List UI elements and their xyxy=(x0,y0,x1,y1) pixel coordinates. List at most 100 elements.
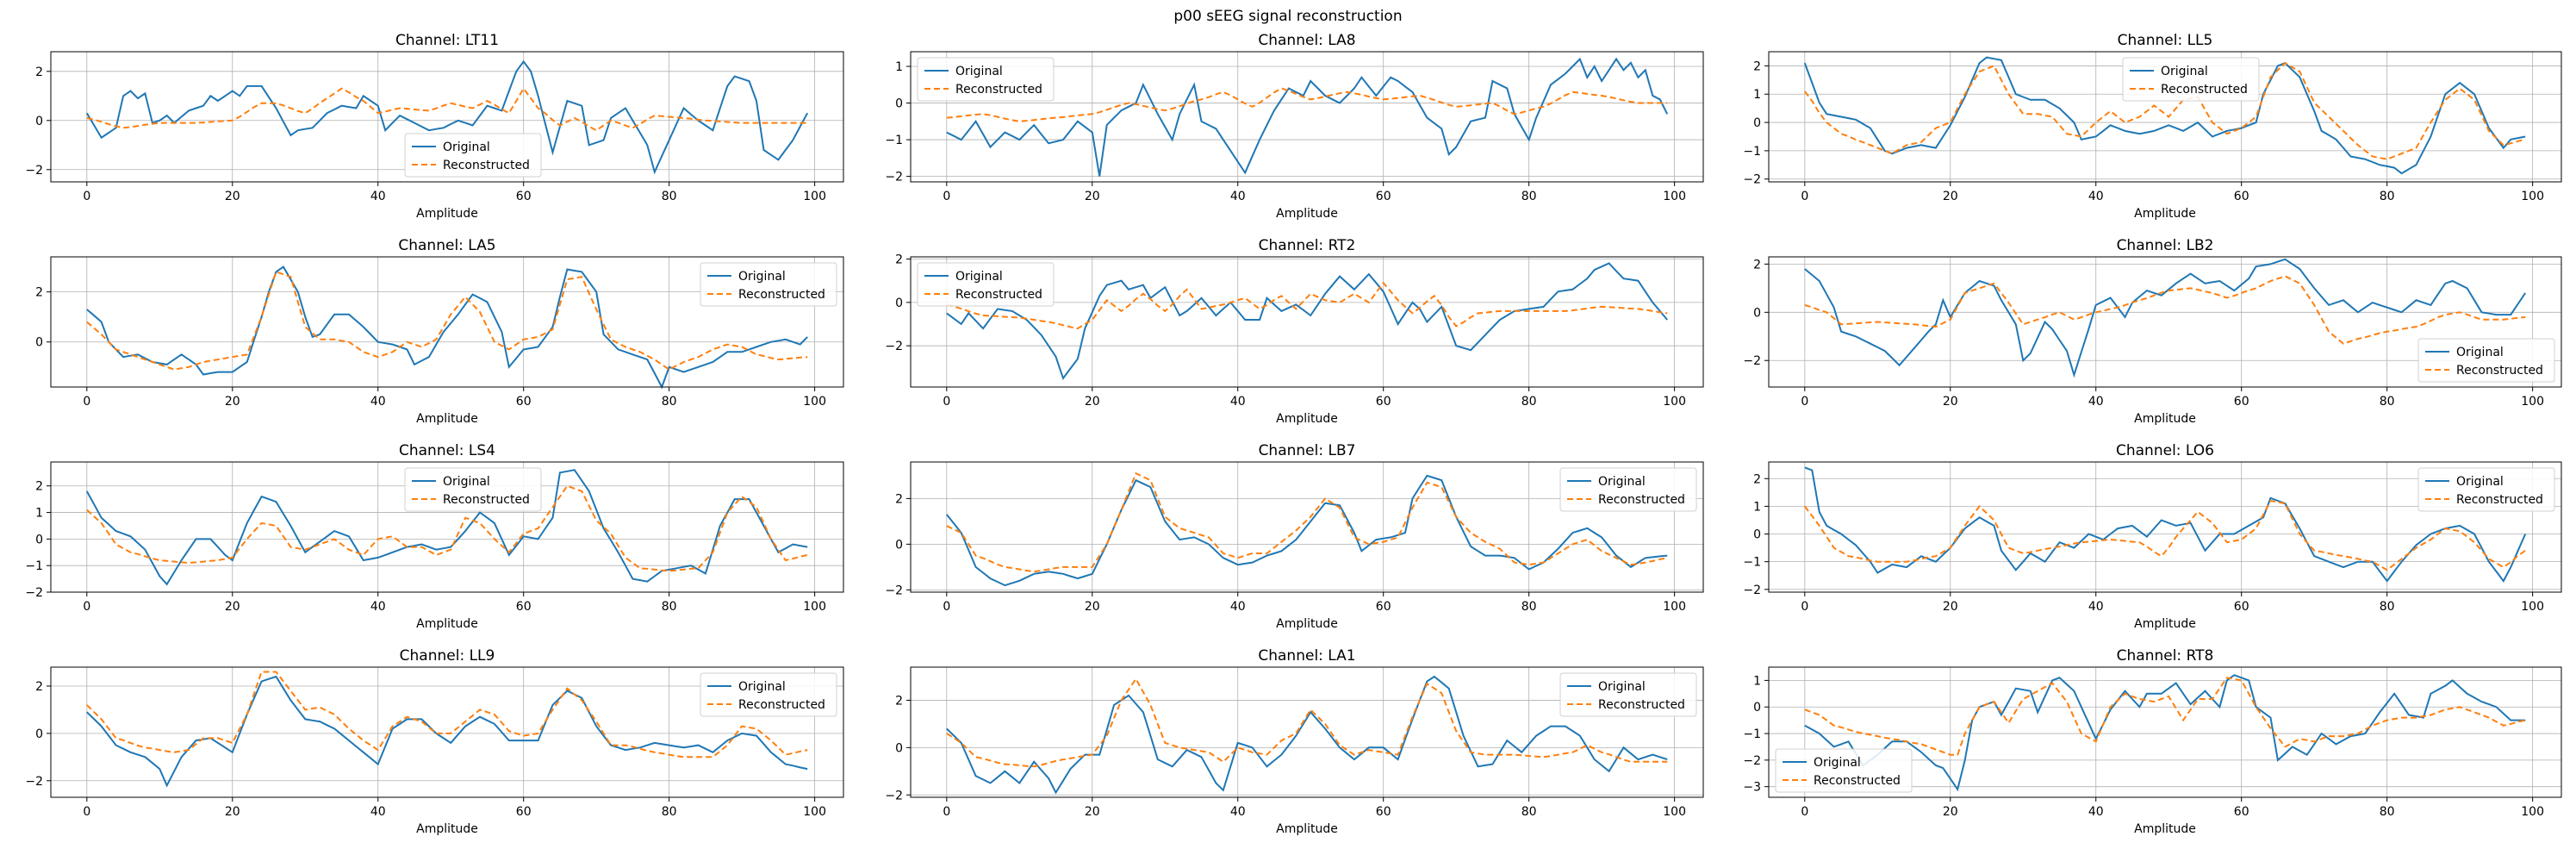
x-tick-label: 80 xyxy=(662,600,677,614)
legend-entry: Original xyxy=(2456,346,2504,359)
series-line-reconstructed xyxy=(946,677,1668,768)
x-tick-label: 100 xyxy=(1663,395,1686,409)
x-tick-label: 0 xyxy=(83,190,90,203)
y-tick-label: −2 xyxy=(885,171,903,184)
x-tick-label: 60 xyxy=(2234,805,2249,819)
axes-frame xyxy=(1768,51,2562,183)
subplot-title: Channel: LB7 xyxy=(1259,442,1356,459)
x-tick-label: 0 xyxy=(1801,805,1808,819)
subplot-title: Channel: LB2 xyxy=(2117,237,2214,254)
legend-entry: Original xyxy=(1598,475,1646,489)
x-tick-label: 80 xyxy=(2380,805,2395,819)
x-tick-label: 60 xyxy=(1376,190,1391,203)
series-line-original xyxy=(1804,674,2526,792)
x-tick-label: 0 xyxy=(1801,600,1808,614)
legend: Original Reconstructed xyxy=(2417,338,2555,383)
x-tick-label: 40 xyxy=(370,190,386,203)
axes-frame xyxy=(50,461,844,593)
y-tick-label: 0 xyxy=(895,297,903,310)
legend: Original Reconstructed xyxy=(1775,748,1913,793)
x-tick-label: 20 xyxy=(1085,395,1100,409)
series-line-original xyxy=(1804,466,2527,583)
x-tick-label: 80 xyxy=(2380,600,2395,614)
legend-entry: Original xyxy=(1598,680,1646,694)
x-tick-label: 0 xyxy=(943,600,950,614)
y-tick-label: 2 xyxy=(1753,258,1761,272)
legend-box xyxy=(2417,338,2555,383)
x-tick-label: 20 xyxy=(225,190,240,203)
legend-box xyxy=(917,57,1055,102)
legend-box xyxy=(1559,467,1697,512)
series-line-reconstructed xyxy=(946,87,1668,122)
x-tick-label: 40 xyxy=(1230,600,1246,614)
y-tick-label: 0 xyxy=(895,97,903,111)
x-axis-label: Amplitude xyxy=(1276,617,1338,631)
x-tick-label: 20 xyxy=(225,395,240,409)
legend-box xyxy=(700,262,837,307)
legend-box xyxy=(2417,467,2555,512)
subplot-la5: 0 20 40 60 80 100 0 2 Channel: LA5 Amplitude Origi… xyxy=(35,237,844,426)
subplot-lt11: 0 20 40 60 80 100 −2 0 2 Channel: LT11 Amplitude Or… xyxy=(25,32,844,221)
y-tick-label: 0 xyxy=(35,115,43,128)
x-axis-label: Amplitude xyxy=(2134,617,2196,631)
subplot-title: Channel: RT8 xyxy=(2117,647,2214,665)
series-line-original xyxy=(86,675,808,788)
y-tick-label: 1 xyxy=(1753,88,1761,102)
subplot-title: Channel: LS4 xyxy=(399,442,495,459)
y-tick-label: 2 xyxy=(1753,472,1761,486)
legend-entry: Original xyxy=(2456,475,2504,489)
x-tick-label: 60 xyxy=(2234,190,2249,203)
series-line-reconstructed xyxy=(86,671,808,758)
y-tick-label: 0 xyxy=(35,336,43,350)
axes-frame xyxy=(910,51,1704,183)
series-line-original xyxy=(946,675,1668,795)
legend-box xyxy=(404,467,542,512)
y-tick-label: 2 xyxy=(895,694,903,708)
legend-entry: Reconstructed xyxy=(2456,364,2543,378)
y-tick-label: 2 xyxy=(35,680,43,694)
axes-frame xyxy=(1768,666,2562,798)
y-tick-label: −2 xyxy=(1743,584,1761,597)
x-tick-label: 80 xyxy=(662,395,677,409)
y-tick-label: −2 xyxy=(25,586,43,600)
subplot-ll9: 0 20 40 60 80 100 −2 0 2 Channel: LL9 Amplitude Ori… xyxy=(25,647,844,836)
legend-box xyxy=(1559,672,1697,717)
series-line-original xyxy=(946,57,1669,177)
legend-entry: Reconstructed xyxy=(738,698,825,712)
axes-frame xyxy=(910,461,1704,593)
legend-entry: Original xyxy=(955,65,1003,78)
y-tick-label: −2 xyxy=(885,340,903,353)
legend: Original Reconstructed xyxy=(700,262,837,307)
x-tick-label: 40 xyxy=(1230,190,1246,203)
x-axis-label: Amplitude xyxy=(416,822,478,836)
x-tick-label: 80 xyxy=(1521,395,1537,409)
y-tick-label: 0 xyxy=(35,727,43,741)
x-axis-label: Amplitude xyxy=(2134,207,2196,221)
x-tick-label: 40 xyxy=(2088,190,2104,203)
axes-frame xyxy=(1768,461,2562,593)
axes-frame xyxy=(910,256,1704,388)
series-line-original xyxy=(1804,258,2527,378)
subplot-title: Channel: LT11 xyxy=(395,32,499,49)
x-tick-label: 40 xyxy=(370,805,386,819)
y-tick-label: 1 xyxy=(1753,674,1761,688)
subplot-ls4: 0 20 40 60 80 100 −2 −1 0 1 2 Channel: LS4 Amplitude… xyxy=(25,442,844,631)
y-tick-label: 2 xyxy=(1753,59,1761,73)
x-tick-label: 80 xyxy=(662,190,677,203)
y-tick-label: 0 xyxy=(895,538,903,552)
series-line-reconstructed xyxy=(86,484,808,572)
y-tick-label: 0 xyxy=(895,741,903,755)
series-line-reconstructed xyxy=(86,86,808,132)
x-tick-label: 80 xyxy=(1521,600,1537,614)
subplot-lo6: 0 20 40 60 80 100 −2 −1 0 1 2 Channel: LO6 Amplitude… xyxy=(1743,442,2562,631)
series-line-original xyxy=(1803,56,2526,175)
x-tick-label: 40 xyxy=(2088,600,2104,614)
x-tick-label: 0 xyxy=(83,600,90,614)
subplot-title: Channel: LA1 xyxy=(1258,647,1355,665)
x-tick-label: 60 xyxy=(2234,395,2249,409)
x-tick-label: 60 xyxy=(516,805,532,819)
y-tick-label: −2 xyxy=(885,584,903,597)
x-tick-label: 20 xyxy=(1085,805,1100,819)
y-tick-label: −1 xyxy=(25,559,43,573)
legend: Original Reconstructed xyxy=(917,262,1055,307)
